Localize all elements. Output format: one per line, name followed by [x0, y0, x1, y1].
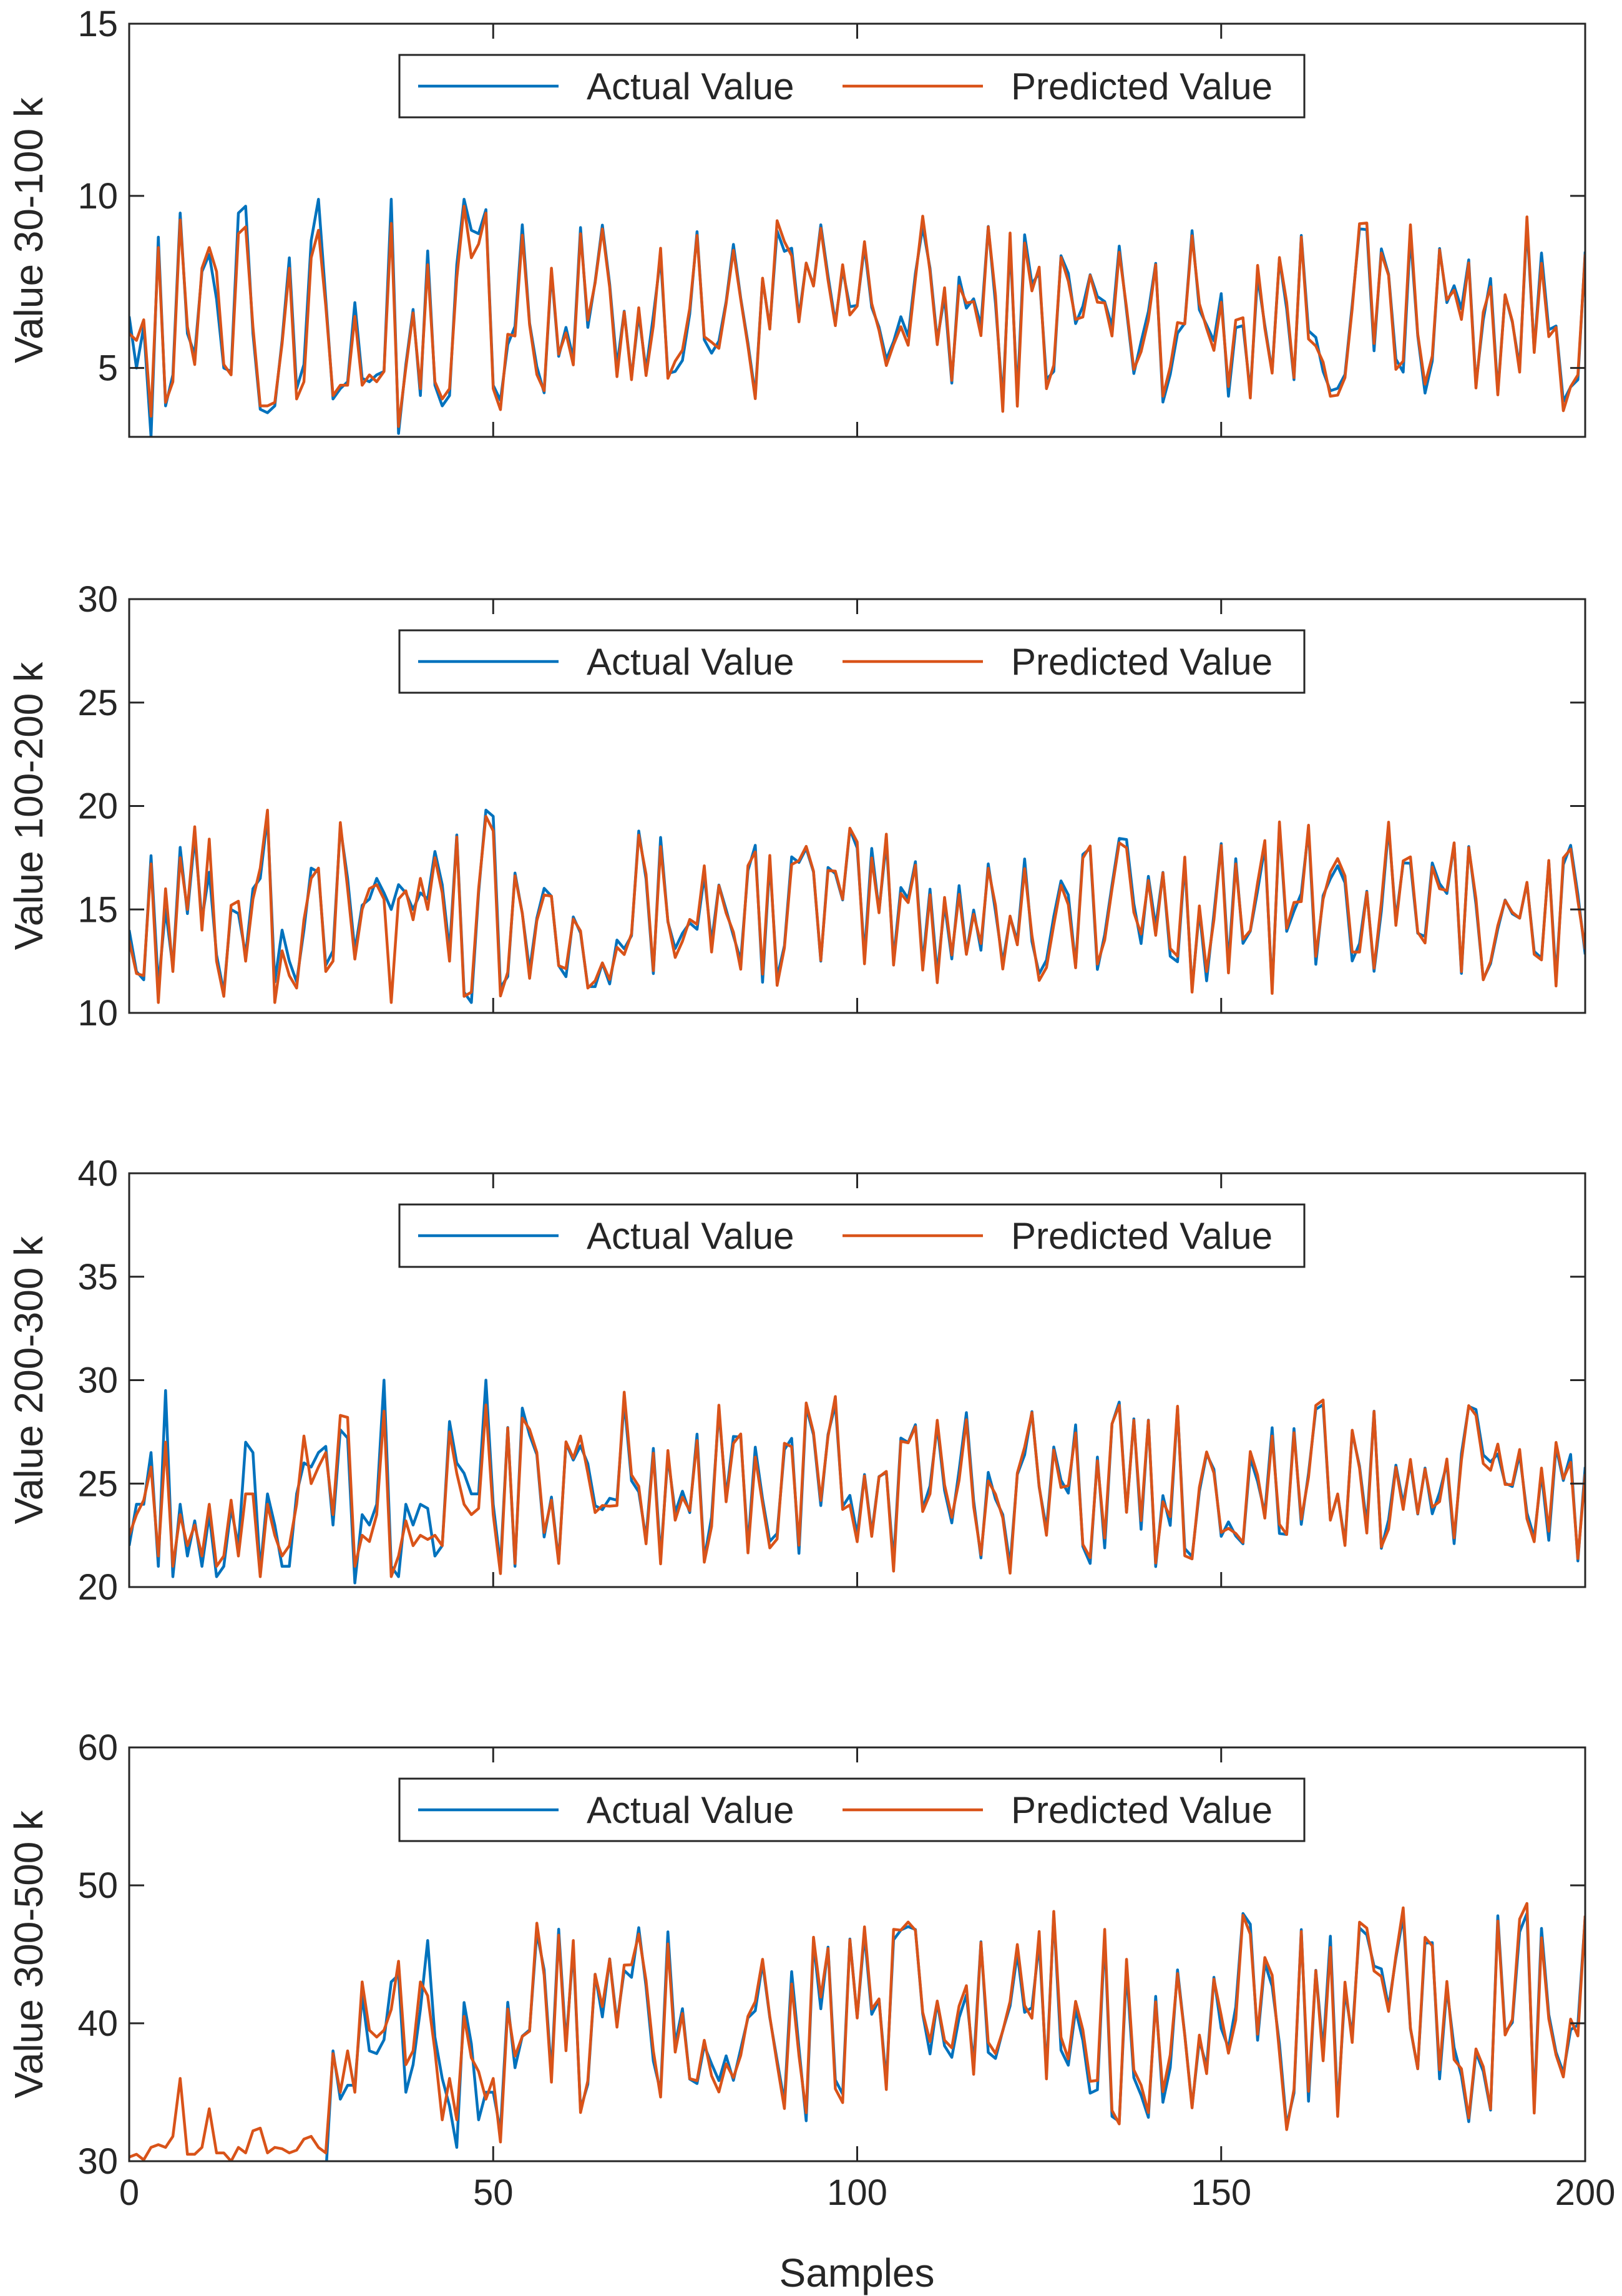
panel-1: 5 10 15 Value 30-100 k Actual Value Predicted… [6, 4, 1586, 438]
x-tick-label: 0 [119, 2172, 139, 2213]
y-tick-label: 40 [77, 2003, 118, 2044]
y-tick-label: 40 [77, 1153, 118, 1194]
x-axis-label: Samples [779, 2250, 935, 2295]
legend-label-predicted: Predicted Value [1011, 1215, 1273, 1257]
series-line-predicted [129, 205, 1585, 428]
y-tick-label: 30 [77, 2141, 118, 2182]
y-axis-label: Value 30-100 k [6, 97, 51, 363]
legend-label-actual: Actual Value [587, 1789, 794, 1831]
x-tick-label: 150 [1191, 2172, 1251, 2213]
y-tick-label: 15 [77, 4, 118, 44]
y-axis-label: Value 300-500 k [6, 1810, 51, 2098]
y-tick-label: 25 [77, 1463, 118, 1504]
legend-label-predicted: Predicted Value [1011, 641, 1273, 683]
y-tick-label: 20 [77, 786, 118, 827]
x-tick-label: 50 [473, 2172, 514, 2213]
series-line-predicted [129, 1902, 1585, 2161]
y-tick-label: 50 [77, 1865, 118, 1906]
legend-label-predicted: Predicted Value [1011, 66, 1273, 107]
y-tick-label: 25 [77, 683, 118, 723]
legend-label-actual: Actual Value [587, 1215, 794, 1257]
legend-label-actual: Actual Value [587, 641, 794, 683]
y-tick-label: 15 [77, 889, 118, 930]
legend-label-actual: Actual Value [587, 66, 794, 107]
x-tick-label: 200 [1555, 2172, 1616, 2213]
y-tick-label: 5 [98, 348, 118, 389]
y-axis-label: Value 100-200 k [6, 662, 51, 950]
panel-2: 10 15 20 25 30 Value 100-200 k Actual Value Pre… [6, 579, 1586, 1033]
y-tick-label: 30 [77, 579, 118, 620]
panel-4: 30 40 50 60 0 50 100 150 200 Value 300-500 k Actua… [6, 1727, 1615, 2213]
legend: Actual Value Predicted Value [398, 54, 1306, 119]
series-line-predicted [129, 808, 1585, 1004]
legend: Actual Value Predicted Value [398, 1203, 1306, 1268]
y-tick-label: 10 [77, 176, 118, 217]
y-axis-label: Value 200-300 k [6, 1236, 51, 1524]
y-tick-label: 35 [77, 1257, 118, 1297]
panel-3: 20 25 30 35 40 Value 200-300 k Actual Value Pre… [6, 1153, 1586, 1608]
y-tick-label: 10 [77, 993, 118, 1033]
legend-label-predicted: Predicted Value [1011, 1789, 1273, 1831]
y-tick-label: 30 [77, 1361, 118, 1401]
legend: Actual Value Predicted Value [398, 1777, 1306, 1842]
y-tick-label: 60 [77, 1727, 118, 1768]
series-line-predicted [129, 1390, 1585, 1578]
legend: Actual Value Predicted Value [398, 629, 1306, 694]
x-tick-label: 100 [827, 2172, 887, 2213]
y-tick-label: 20 [77, 1567, 118, 1608]
